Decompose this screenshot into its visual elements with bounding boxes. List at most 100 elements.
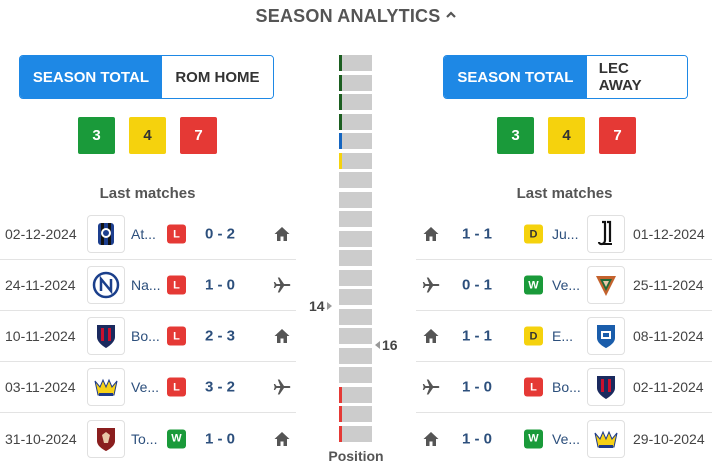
- draws-count: 4: [129, 117, 166, 154]
- zone-marker: [339, 425, 342, 442]
- triangle-right-icon: [326, 302, 332, 310]
- opponent-name: Ju...: [552, 226, 579, 242]
- zone-marker: [339, 152, 342, 169]
- opponent-name: Bo...: [131, 328, 160, 344]
- match-date: 29-10-2024: [633, 430, 705, 447]
- zone-marker: [339, 133, 342, 149]
- zone-marker: [339, 113, 342, 130]
- match-row[interactable]: 02-12-2024 At... L 0 - 2: [0, 209, 296, 260]
- away-position-marker: 16: [375, 337, 398, 353]
- atalanta-logo: [87, 215, 125, 253]
- home-season-total-button[interactable]: SEASON TOTAL: [20, 56, 162, 98]
- result-badge: W: [524, 429, 543, 448]
- result-badge: D: [524, 326, 543, 346]
- match-row[interactable]: 10-11-2024 Bo... L 2 - 3: [0, 311, 296, 362]
- match-score: 1 - 0: [462, 378, 493, 396]
- position-slot: [339, 172, 372, 188]
- position-slot: [339, 347, 372, 364]
- home-icon: [422, 327, 440, 345]
- position-slot: [339, 211, 372, 227]
- position-slot: [339, 113, 372, 130]
- match-row[interactable]: 31-10-2024 To... W 1 - 0: [0, 413, 296, 464]
- wins-count: 3: [497, 117, 534, 154]
- verona-logo: [87, 368, 125, 406]
- opponent-name: Ve...: [552, 430, 581, 447]
- match-date: 03-11-2024: [5, 379, 76, 395]
- bologna-logo: [87, 317, 125, 355]
- home-icon: [422, 430, 440, 448]
- home-icon: [273, 225, 291, 243]
- result-badge: W: [524, 275, 543, 295]
- match-score: 1 - 0: [205, 430, 236, 447]
- triangle-left-icon: [375, 341, 380, 349]
- home-venue-button[interactable]: ROM HOME: [161, 56, 273, 98]
- season-analytics-header[interactable]: SEASON ANALYTICS: [0, 6, 712, 27]
- match-row[interactable]: 03-11-2024 Ve... L 3 - 2: [0, 362, 296, 413]
- position-slot: [339, 328, 372, 344]
- airplane-icon: [273, 378, 291, 396]
- opponent-name: E...: [552, 328, 574, 344]
- empoli-logo: [587, 317, 625, 355]
- position-slot: [339, 406, 372, 422]
- torino-logo: [87, 419, 125, 458]
- last-matches-title: Last matches: [516, 185, 613, 202]
- position-slot: [339, 386, 372, 403]
- position-label: Position: [328, 448, 384, 464]
- away-position-value: 16: [382, 337, 398, 353]
- match-score: 1 - 0: [205, 276, 236, 294]
- home-last-matches-list: 02-12-2024 At... L 0 - 2 24-11-2024 Na... L 1 -…: [0, 209, 296, 464]
- position-slot: [339, 308, 372, 325]
- match-score: 0 - 1: [462, 276, 493, 294]
- result-badge: L: [167, 275, 186, 295]
- match-score: 1 - 1: [462, 327, 493, 345]
- airplane-icon: [273, 276, 291, 294]
- zone-marker: [339, 55, 342, 71]
- match-date: 02-11-2024: [633, 379, 704, 395]
- match-score: 0 - 2: [205, 225, 236, 243]
- zone-marker: [339, 74, 342, 91]
- home-icon: [273, 430, 291, 448]
- result-badge: L: [167, 377, 186, 397]
- result-badge: L: [524, 377, 543, 397]
- match-row[interactable]: 25-11-2024 Ve... W 0 - 1: [416, 260, 712, 311]
- match-row[interactable]: 01-12-2024 Ju... D 1 - 1: [416, 209, 712, 260]
- home-stats-toggle: SEASON TOTAL ROM HOME: [19, 55, 274, 99]
- losses-count: 7: [599, 117, 636, 154]
- match-score: 3 - 2: [205, 378, 236, 396]
- draws-count: 4: [548, 117, 585, 154]
- position-slot: [339, 94, 372, 110]
- position-slot: [339, 55, 372, 71]
- match-row[interactable]: 29-10-2024 Ve... W 1 - 0: [416, 413, 712, 464]
- home-position-value: 14: [309, 298, 325, 314]
- position-slot: [339, 191, 372, 208]
- away-season-total-button[interactable]: SEASON TOTAL: [444, 56, 587, 98]
- match-row[interactable]: 08-11-2024 E... D 1 - 1: [416, 311, 712, 362]
- position-slot: [339, 367, 372, 383]
- bologna-logo: [587, 368, 625, 406]
- match-score: 2 - 3: [205, 327, 236, 345]
- home-position-marker: 14: [309, 298, 332, 314]
- away-last-matches-list: 01-12-2024 Ju... D 1 - 1 25-11-2024 Ve... W 0 -…: [416, 209, 712, 464]
- position-slot: [339, 269, 372, 286]
- away-venue-button[interactable]: LEC AWAY: [586, 56, 687, 98]
- position-slot: [339, 250, 372, 266]
- position-slot: [339, 289, 372, 305]
- airplane-icon: [422, 378, 440, 396]
- position-slot: [339, 425, 372, 442]
- last-matches-title: Last matches: [99, 185, 196, 202]
- position-slot: [339, 74, 372, 91]
- result-badge: L: [167, 224, 186, 244]
- match-row[interactable]: 24-11-2024 Na... L 1 - 0: [0, 260, 296, 311]
- juventus-logo: [587, 215, 625, 253]
- opponent-name: At...: [131, 226, 156, 242]
- match-date: 08-11-2024: [633, 328, 704, 344]
- position-slot: [339, 230, 372, 247]
- opponent-name: To...: [131, 430, 158, 447]
- result-badge: D: [524, 224, 543, 244]
- match-date: 01-12-2024: [633, 226, 705, 242]
- home-icon: [422, 225, 440, 243]
- match-row[interactable]: 02-11-2024 Bo... L 1 - 0: [416, 362, 712, 413]
- home-icon: [273, 327, 291, 345]
- position-slot: [339, 133, 372, 149]
- venezia-logo: [587, 266, 625, 304]
